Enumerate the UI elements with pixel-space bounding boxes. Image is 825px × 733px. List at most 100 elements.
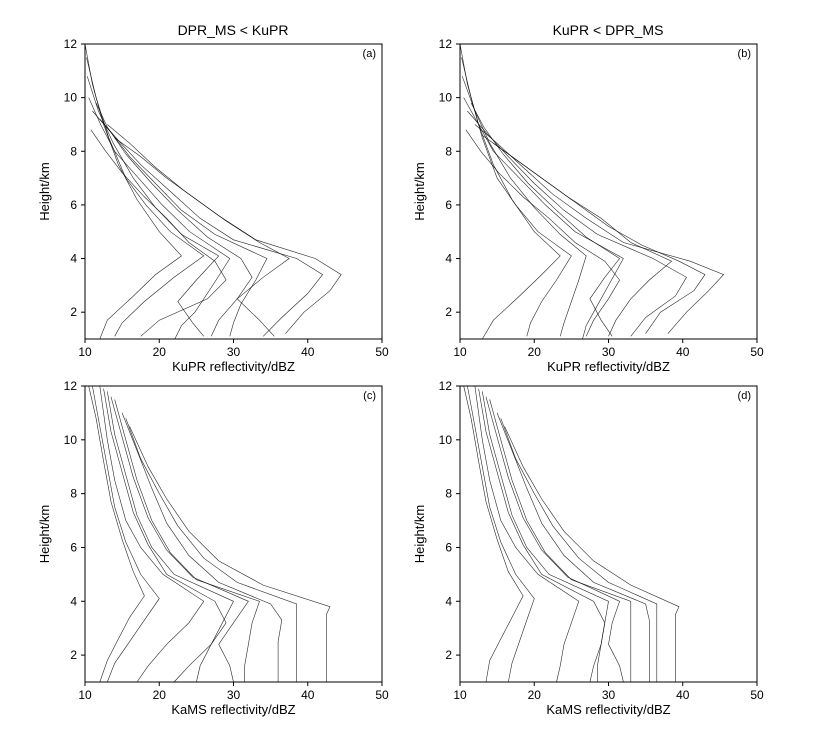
y-axis-label: Height/km (412, 505, 427, 564)
series-line (125, 418, 297, 682)
y-tick-label: 4 (445, 594, 452, 608)
column-title-right: KuPR < DPR_MS (553, 22, 664, 38)
y-tick-label: 2 (445, 305, 452, 319)
x-axis-label: KuPR reflectivity/dBZ (547, 359, 670, 374)
series-line (107, 391, 234, 683)
plot-frame (84, 385, 383, 683)
series-line (110, 396, 249, 683)
x-tick-label: 20 (528, 345, 542, 359)
x-tick-label: 20 (528, 688, 542, 702)
plot-frame (459, 385, 758, 683)
x-tick-label: 40 (301, 345, 315, 359)
x-axis-label: KuPR reflectivity/dBZ (172, 359, 295, 374)
x-tick-label: 50 (750, 345, 764, 359)
series-line (463, 97, 624, 340)
series-line (90, 129, 227, 337)
x-axis-label: KaMS reflectivity/dBZ (546, 702, 670, 717)
x-tick-label: 30 (227, 688, 241, 702)
y-tick-label: 12 (64, 379, 78, 393)
x-tick-label: 30 (602, 345, 616, 359)
y-tick-label: 8 (70, 487, 77, 501)
series-line (467, 385, 535, 683)
y-tick-label: 10 (64, 433, 78, 447)
y-axis-label: Height/km (37, 505, 52, 564)
series-line (478, 388, 606, 683)
y-tick-label: 4 (70, 594, 77, 608)
column-title-left: DPR_MS < KuPR (178, 22, 289, 38)
series-line (99, 118, 324, 337)
series-line (92, 110, 268, 337)
y-tick-label: 10 (439, 91, 453, 105)
y-tick-label: 12 (439, 37, 453, 51)
series-line (459, 43, 561, 340)
y-tick-label: 8 (445, 144, 452, 158)
series-line (474, 385, 580, 683)
series-line (114, 399, 260, 682)
x-tick-label: 20 (153, 345, 167, 359)
series-line (88, 97, 231, 340)
y-tick-label: 6 (445, 540, 452, 554)
series-line (493, 142, 706, 334)
y-tick-label: 2 (70, 648, 77, 662)
y-tick-label: 4 (445, 252, 452, 266)
x-tick-label: 20 (153, 688, 167, 702)
chart-panel: 10 20 30 40 50 2 4 6 8 10 12 KaMS reflectivity/dBZ H… (37, 379, 389, 717)
series-line (103, 388, 227, 683)
series-line (461, 57, 572, 337)
x-axis-label: KaMS reflectivity/dBZ (171, 702, 295, 717)
x-tick-label: 10 (78, 688, 92, 702)
panel-letter: (c) (363, 390, 376, 402)
series-line (500, 418, 658, 682)
series-line (84, 43, 182, 340)
series-line (114, 137, 290, 337)
x-tick-label: 40 (301, 688, 315, 702)
x-tick-label: 50 (750, 688, 764, 702)
series-line (88, 385, 145, 683)
series-line (496, 412, 650, 682)
series-line (92, 385, 160, 683)
plot-frame (84, 43, 383, 340)
series-line (485, 396, 624, 683)
y-tick-label: 6 (70, 198, 77, 212)
series-line (474, 124, 725, 334)
x-tick-label: 30 (602, 688, 616, 702)
y-tick-label: 8 (445, 487, 452, 501)
panel-letter: (b) (738, 48, 751, 60)
panels: 10 20 30 40 50 2 4 6 8 10 12 KuPR reflectivity/dBZ H… (37, 37, 764, 717)
series-line (465, 129, 620, 337)
series-line (470, 102, 621, 337)
series-line (86, 57, 205, 337)
y-tick-label: 8 (70, 144, 77, 158)
y-tick-label: 4 (70, 252, 77, 266)
y-axis-label: Height/km (37, 162, 52, 221)
series-line (461, 76, 587, 337)
y-tick-label: 12 (439, 379, 453, 393)
x-tick-label: 10 (453, 345, 467, 359)
series-line (86, 76, 220, 337)
series-line (482, 134, 673, 337)
y-tick-label: 6 (70, 540, 77, 554)
series-line (489, 399, 632, 682)
series-line (95, 102, 275, 337)
series-line (467, 110, 687, 337)
x-tick-label: 50 (375, 345, 389, 359)
series-line (504, 426, 680, 682)
series-line (107, 124, 342, 334)
x-tick-label: 10 (453, 688, 467, 702)
chart-panel: 10 20 30 40 50 2 4 6 8 10 12 KaMS reflectivity/dBZ H… (412, 379, 764, 717)
series-line (129, 426, 331, 682)
y-tick-label: 2 (70, 305, 77, 319)
y-tick-label: 6 (445, 198, 452, 212)
x-tick-label: 30 (227, 345, 241, 359)
x-tick-label: 40 (676, 688, 690, 702)
y-tick-label: 12 (64, 37, 78, 51)
panel-letter: (d) (738, 390, 751, 402)
x-tick-label: 40 (676, 345, 690, 359)
y-tick-label: 10 (439, 433, 453, 447)
y-tick-label: 10 (64, 91, 78, 105)
y-tick-label: 2 (445, 648, 452, 662)
panel-letter: (a) (363, 48, 376, 60)
chart-panel: 10 20 30 40 50 2 4 6 8 10 12 KuPR reflectivity/dBZ H… (37, 37, 389, 374)
plot-frame (459, 43, 758, 340)
